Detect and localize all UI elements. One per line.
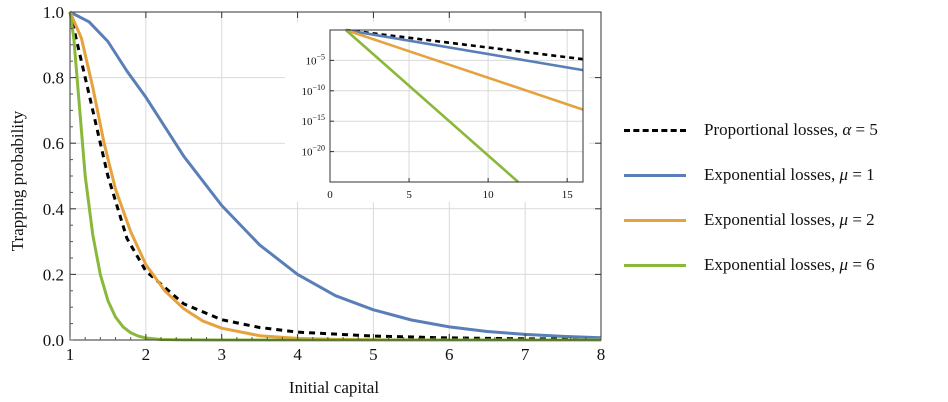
legend-param-value: = 2: [852, 210, 875, 229]
inset-y-tick-label: 10−5: [305, 52, 325, 67]
y-tick-label: 0.4: [43, 200, 65, 219]
legend-swatch-dashed: [624, 128, 686, 132]
inset-x-tick-label: 5: [406, 189, 412, 201]
legend-label: Exponential losses, μ = 2: [704, 210, 875, 230]
legend-swatch-orange: [624, 218, 686, 222]
legend-param-value: = 1: [852, 165, 875, 184]
inset-y-tick-label: 10−10: [301, 83, 325, 98]
inset-plot: 0 5 10 15 10−5 10−10 10−15 10−20: [285, 22, 589, 202]
y-tick-label: 0.8: [43, 69, 64, 88]
y-axis-title: Trapping probability: [8, 110, 27, 251]
inset-x-tick-label: 15: [562, 189, 574, 201]
y-tick-label: 0.6: [43, 134, 64, 153]
legend-label-prefix: Exponential losses,: [704, 210, 840, 229]
legend-item-exponential-mu-1: Exponential losses, μ = 1: [624, 163, 875, 187]
x-tick-label: 8: [597, 345, 606, 364]
inset-y-tick-label: 10−15: [301, 113, 325, 128]
legend-param-value: = 5: [855, 120, 878, 139]
x-tick-label: 2: [142, 345, 151, 364]
legend-label: Exponential losses, μ = 6: [704, 255, 875, 275]
legend-param-value: = 6: [852, 255, 875, 274]
legend-label-prefix: Proportional losses,: [704, 120, 843, 139]
x-tick-label: 1: [66, 345, 75, 364]
legend-item-proportional-alpha-5: Proportional losses, α = 5: [624, 118, 878, 142]
legend-label: Exponential losses, μ = 1: [704, 165, 875, 185]
x-tick-label: 6: [445, 345, 454, 364]
inset-x-tick-label: 0: [327, 189, 333, 201]
inset-series-line-2: [345, 28, 584, 111]
legend-label-prefix: Exponential losses,: [704, 165, 840, 184]
inset-series-line-0: [345, 28, 584, 61]
legend-param: μ: [839, 210, 849, 229]
inset-frame: [329, 29, 584, 183]
legend-label-prefix: Exponential losses,: [704, 255, 840, 274]
inset-y-tick-label: 10−20: [301, 144, 325, 159]
series-line-1: [69, 10, 602, 340]
legend-param: μ: [839, 165, 849, 184]
x-tick-label: 5: [369, 345, 378, 364]
legend-swatch-green: [624, 263, 686, 267]
legend-swatch-blue: [624, 173, 686, 177]
inset-series-line-3: [344, 29, 520, 183]
x-tick-label: 3: [217, 345, 226, 364]
x-tick-label: 7: [521, 345, 530, 364]
legend-item-exponential-mu-6: Exponential losses, μ = 6: [624, 253, 875, 277]
x-tick-label: 4: [293, 345, 302, 364]
y-tick-label: 0.0: [43, 331, 64, 350]
inset-series-line-1: [345, 28, 584, 72]
legend-label: Proportional losses, α = 5: [704, 120, 878, 140]
legend-param: α: [842, 120, 852, 139]
y-tick-label: 1.0: [43, 3, 64, 22]
inset-x-tick-label: 10: [483, 189, 495, 201]
legend-param: μ: [839, 255, 849, 274]
legend-item-exponential-mu-2: Exponential losses, μ = 2: [624, 208, 875, 232]
series-line-0: [68, 11, 602, 341]
y-tick-label: 0.2: [43, 265, 64, 284]
x-axis-title: Initial capital: [289, 378, 379, 397]
